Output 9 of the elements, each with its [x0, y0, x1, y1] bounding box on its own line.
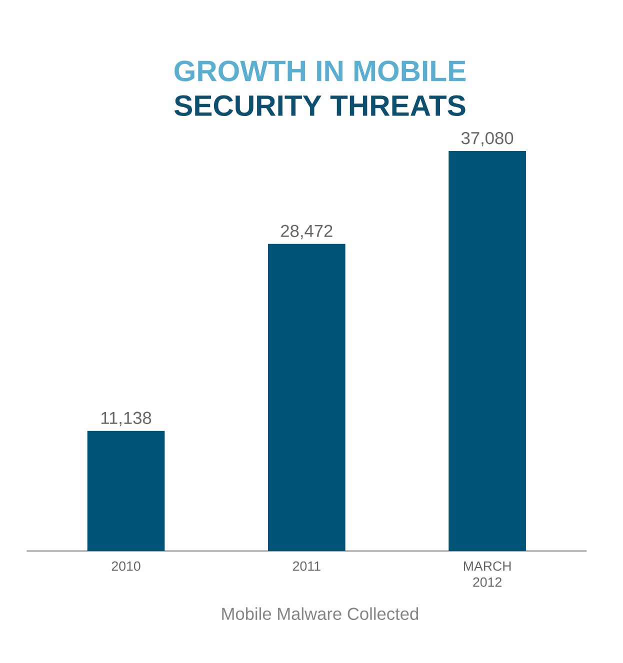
data-label: 37,080: [461, 132, 514, 146]
x-tick-label: 2011: [293, 561, 320, 571]
chart-title: GROWTH IN MOBILE: [174, 60, 466, 82]
data-label: 28,472: [281, 224, 332, 240]
text: Mobile Malware Collected: [222, 607, 418, 620]
data-label: 11,138: [101, 412, 152, 426]
chart-subtitle: SECURITY THREATS: [174, 95, 466, 116]
x-tick-label: 2010: [112, 561, 140, 571]
x-tick-label: MARCH 2012: [464, 561, 511, 587]
